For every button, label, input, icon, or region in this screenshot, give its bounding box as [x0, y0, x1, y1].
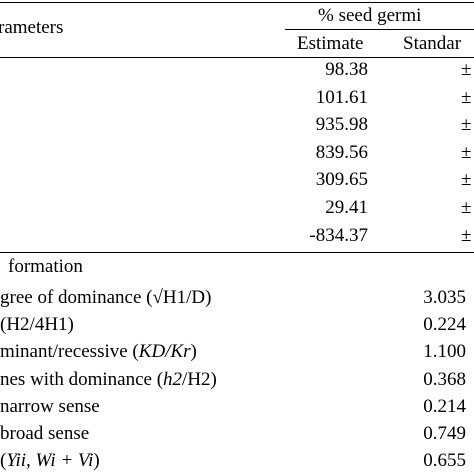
top-rule [0, 2, 474, 3]
header-rule [0, 57, 474, 58]
row-label: (Yii, Wi + Vi) [0, 450, 100, 472]
section-title: formation [8, 256, 83, 277]
section-rule [0, 252, 474, 253]
estimate-cell: 309.65 [315, 169, 368, 191]
plus-minus: ± [461, 86, 472, 108]
estimate-cell: 839.56 [315, 141, 368, 163]
row-label: narrow sense [0, 396, 100, 418]
row-label: (H2/4H1) [0, 314, 74, 336]
column-header: Standar [403, 33, 462, 54]
row-label: broad sense [0, 423, 89, 445]
column-header: Estimate [297, 33, 364, 54]
label-part: ) [190, 341, 197, 363]
group-header: % seed germi [318, 5, 422, 26]
label-part: minant/recessive ( [0, 341, 139, 363]
plus-minus: ± [461, 224, 472, 246]
column-header: rameters [0, 17, 64, 38]
label-part: Yii, Wi + Vi [6, 450, 94, 472]
label-part: broad sense [0, 423, 90, 444]
estimate-cell: -834.37 [309, 224, 368, 246]
estimate-cell: 101.61 [315, 86, 368, 108]
row-label: nes with dominance (h2/H2) [0, 369, 217, 391]
label-part: ) [93, 450, 100, 472]
value-cell: 0.368 [423, 368, 466, 390]
row-label: gree of dominance (√H1/D) [0, 287, 211, 309]
label-part: narrow sense [0, 395, 100, 417]
plus-minus: ± [461, 141, 472, 163]
value-cell: 0.655 [423, 450, 466, 472]
estimate-cell: 935.98 [315, 114, 368, 136]
label-part: nes with dominance ( [0, 368, 164, 390]
value-cell: 0.214 [423, 395, 466, 417]
value-cell: 3.035 [423, 287, 466, 308]
plus-minus: ± [461, 197, 472, 218]
row-label: minant/recessive (KD/Kr) [0, 341, 197, 363]
plus-minus: ± [461, 169, 472, 191]
plus-minus: ± [461, 59, 472, 80]
plus-minus: ± [461, 114, 472, 136]
value-cell: 1.100 [423, 341, 466, 363]
label-part: /H2) [182, 368, 217, 390]
label-part: KD/Kr [138, 341, 191, 363]
estimate-cell: 98.38 [325, 59, 368, 80]
group-rule [285, 29, 474, 30]
value-cell: 0.224 [423, 314, 466, 336]
label-part: (H2/4H1) [0, 314, 74, 336]
value-cell: 0.749 [423, 423, 466, 444]
estimate-cell: 29.41 [325, 197, 368, 218]
label-part: gree of dominance (√H1/D) [0, 287, 212, 308]
label-part: h2 [163, 368, 183, 390]
label-part: ( [0, 450, 7, 472]
